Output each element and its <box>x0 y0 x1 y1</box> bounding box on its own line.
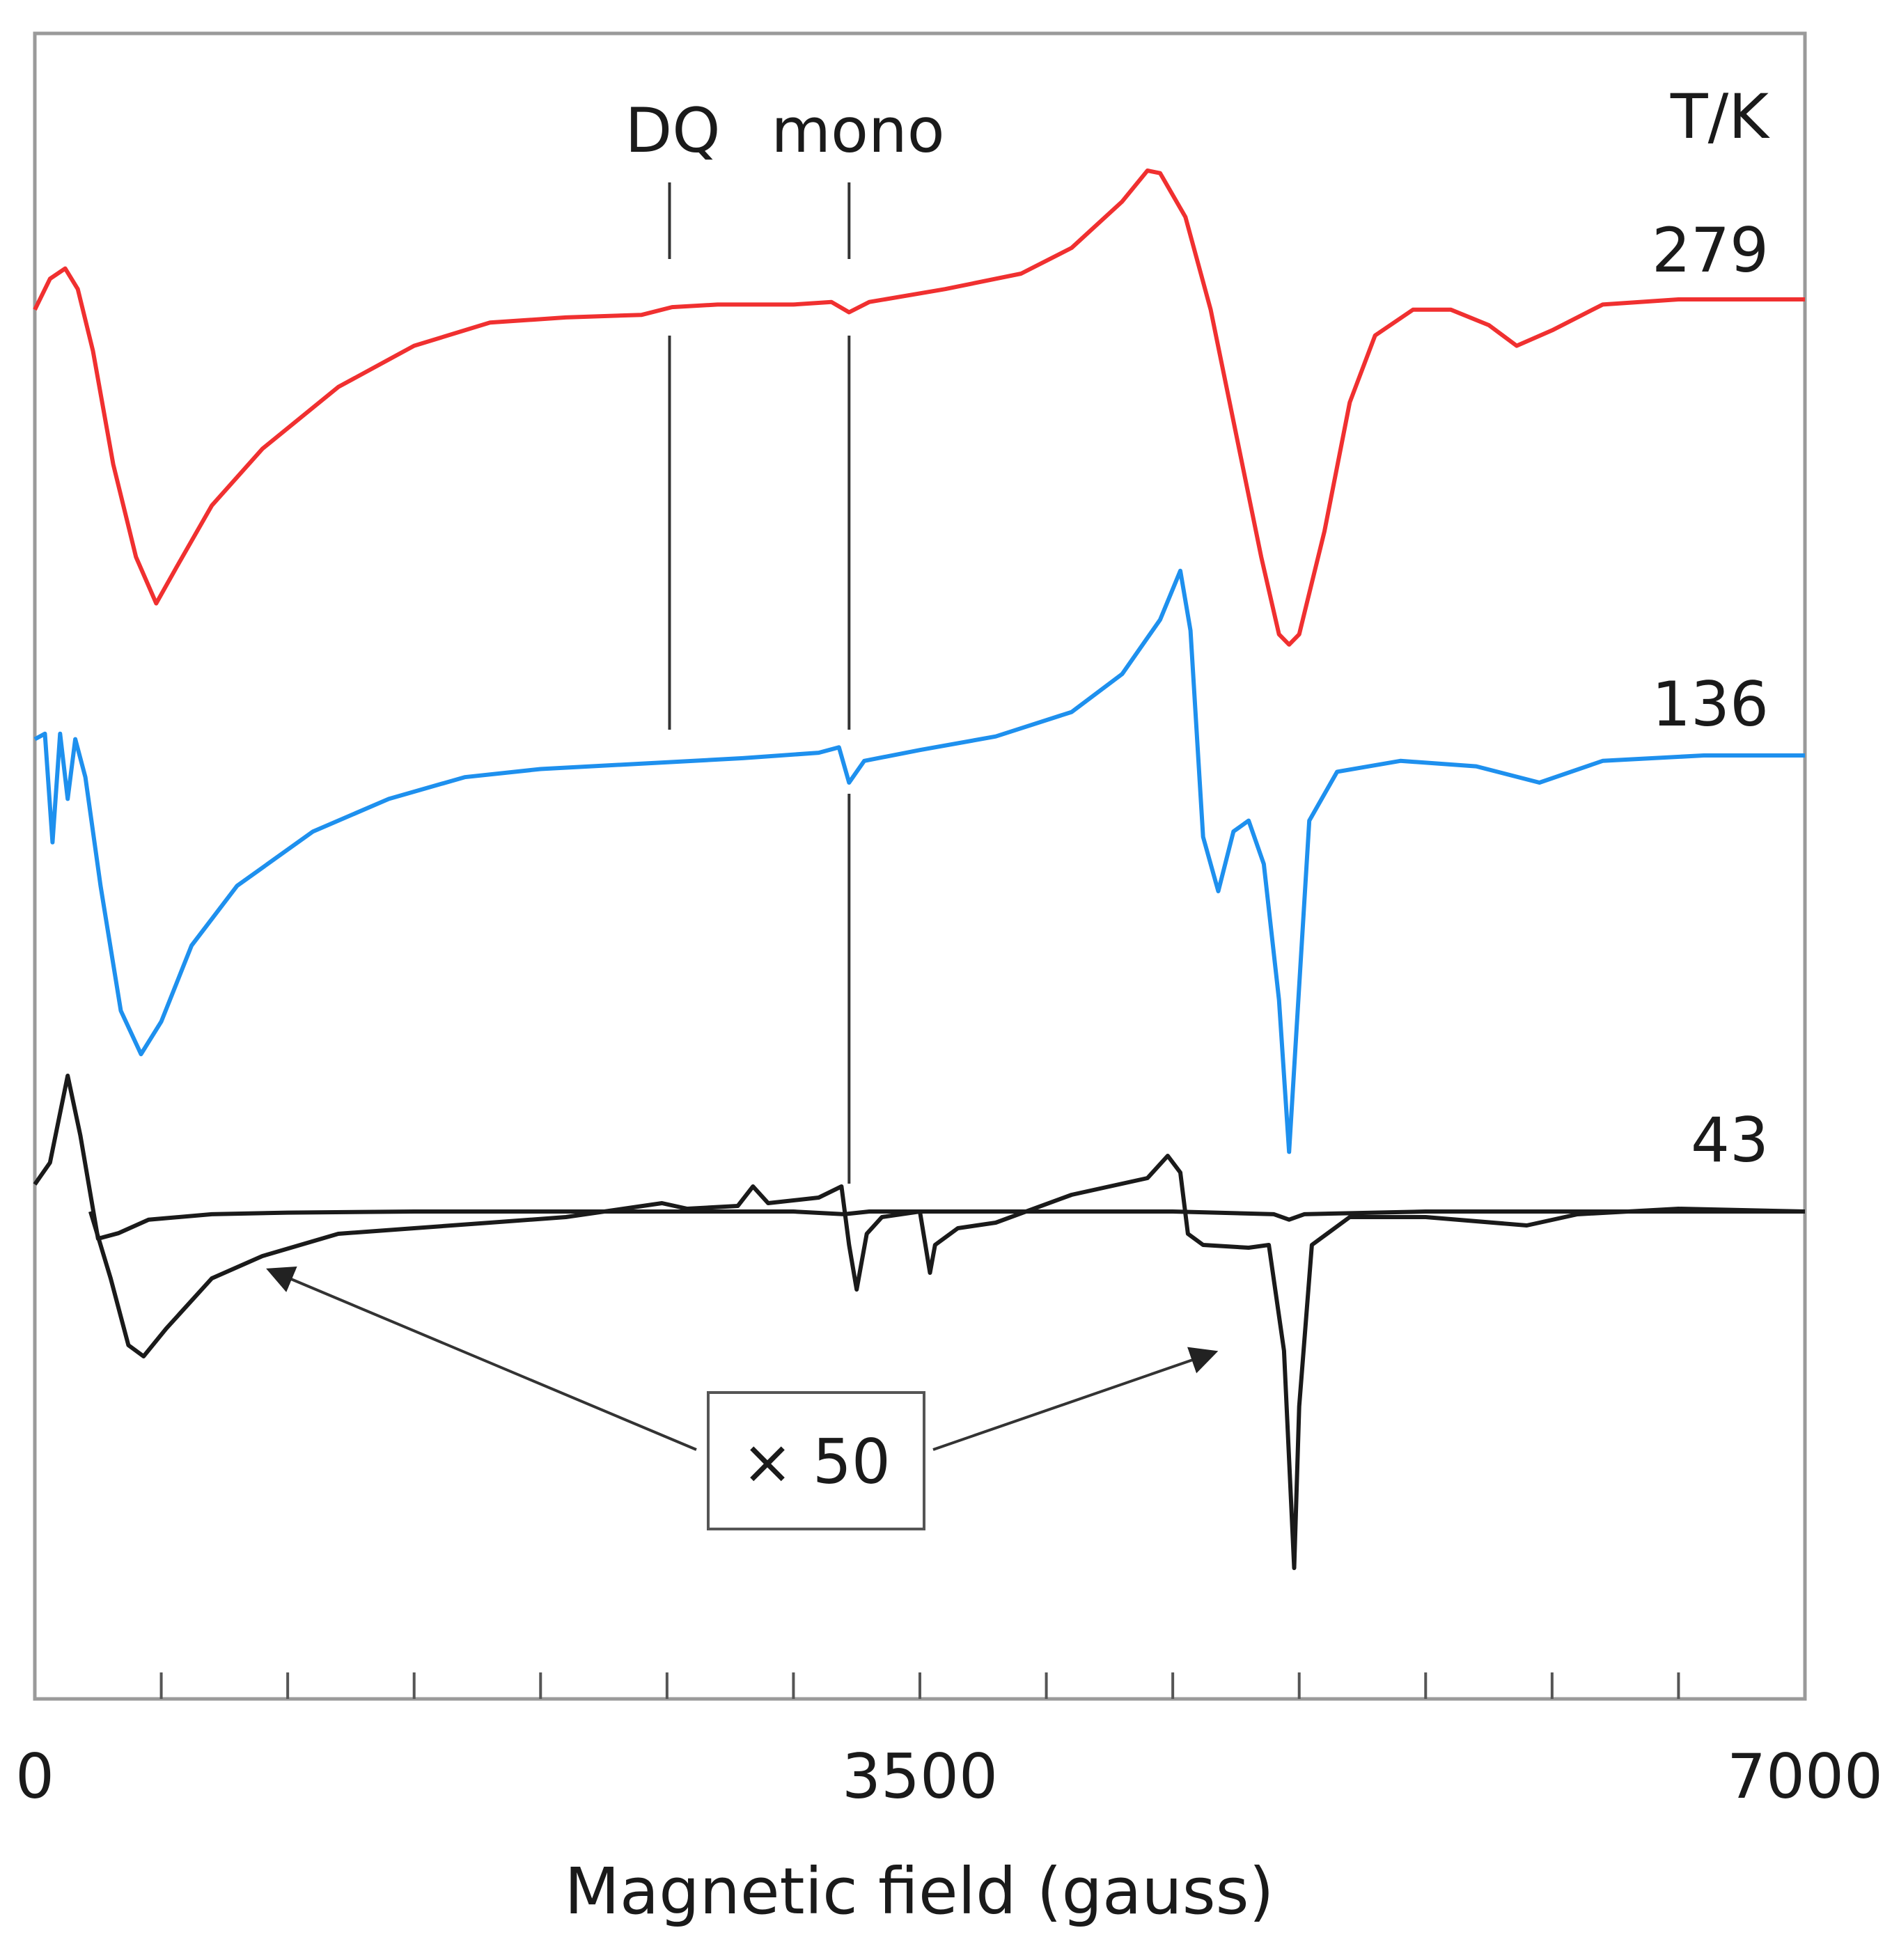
scale-arrow-left <box>266 1266 697 1451</box>
series-line-2 <box>33 568 1805 1154</box>
scale-box <box>707 1391 925 1530</box>
scale-label: × 50 <box>742 1426 891 1498</box>
series-label-3: 43 <box>1691 1104 1769 1176</box>
guide-lines <box>668 182 851 1184</box>
x-tick-label: 0 <box>15 1741 54 1812</box>
series-labels: 279 136 43 <box>1652 214 1769 1176</box>
scale-arrow-right <box>932 1347 1219 1451</box>
series-label-1: 279 <box>1652 214 1769 286</box>
mono-label: mono <box>771 95 944 166</box>
series-line-1 <box>33 168 1805 647</box>
x-axis-title: Magnetic field (gauss) <box>564 1854 1274 1929</box>
series-line-4 <box>88 1154 1806 1570</box>
scale-annotation: × 50 <box>266 1266 1219 1530</box>
series-label-2: 136 <box>1652 668 1769 740</box>
series-group <box>33 168 1806 1570</box>
x-tick-label: 7000 <box>1727 1741 1883 1812</box>
x-tick-label: 3500 <box>842 1741 998 1812</box>
x-tick-labels: 0 3500 7000 <box>15 1741 1883 1812</box>
dq-label: DQ <box>625 95 720 166</box>
legend-title: T/K <box>1670 81 1770 152</box>
minor-ticks <box>159 1672 1680 1699</box>
